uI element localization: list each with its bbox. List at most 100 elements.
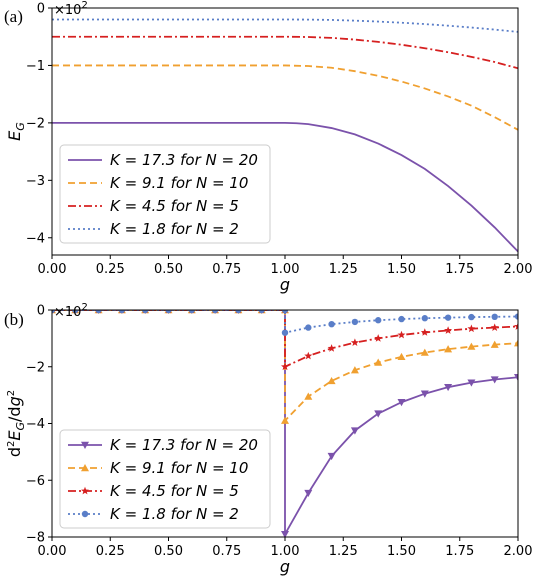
legend-entry: K = 4.5 for N = 5 [110, 197, 239, 215]
x-tick-label: 1.75 [445, 544, 474, 559]
legend-entry: K = 17.3 for N = 20 [110, 151, 258, 169]
data-point [305, 324, 312, 331]
legend: K = 17.3 for N = 20 K = 9.1 for N = 10 K =… [59, 144, 271, 244]
x-tick-label: 0.00 [38, 544, 67, 559]
data-point [235, 310, 242, 314]
legend-entry: K = 1.8 for N = 2 [110, 505, 239, 523]
data-point [397, 399, 406, 407]
data-point [490, 340, 499, 348]
data-point [142, 310, 149, 314]
data-point [304, 489, 313, 498]
x-tick-label: 1.75 [445, 262, 474, 277]
y-tick-label: −6 [26, 474, 45, 489]
series-group [52, 310, 518, 537]
data-point [491, 313, 498, 321]
y-tick-label: 0 [37, 2, 45, 17]
panel-label: (b) [4, 310, 24, 329]
data-point [398, 315, 405, 323]
y-tick-label: −4 [26, 417, 45, 432]
data-point [374, 410, 383, 418]
legend-entry: K = 9.1 for N = 10 [110, 459, 248, 477]
data-point [397, 330, 406, 339]
legend-entry: K = 17.3 for N = 20 [110, 436, 258, 454]
data-point [95, 310, 102, 314]
panel-a: 0.00 0.25 0.50 0.75 1.00 1.25 1.50 1.75 2.00 0 −1 −… [4, 0, 532, 294]
x-tick-label: 1.00 [271, 544, 300, 559]
y-tick-label: −1 [26, 59, 45, 74]
data-point [467, 342, 476, 350]
x-tick-label: 2.00 [504, 262, 533, 277]
y-axis-label: EG [5, 122, 27, 141]
data-point [490, 376, 499, 384]
data-point [444, 345, 453, 353]
axis-multiplier: ×102 [54, 0, 88, 18]
data-point [514, 313, 518, 320]
series-line-3 [52, 18, 518, 33]
data-point [328, 320, 335, 328]
panel-label: (a) [4, 7, 23, 26]
data-point [351, 318, 359, 326]
x-tick-label: 1.25 [329, 544, 358, 559]
legend-box [59, 429, 271, 529]
legend-marker [81, 510, 89, 518]
data-point [514, 339, 518, 347]
data-point [281, 416, 289, 424]
data-point [420, 390, 429, 398]
data-point [374, 334, 383, 342]
legend-marker [81, 486, 89, 495]
data-point [327, 344, 336, 352]
data-point [397, 352, 406, 361]
x-tick-label: 0.50 [154, 262, 183, 277]
data-point [514, 322, 518, 330]
y-tick-label: 0 [37, 304, 45, 319]
data-point [514, 374, 518, 382]
series-line-2 [52, 310, 518, 369]
data-point [281, 530, 289, 537]
data-point [52, 310, 56, 314]
data-point [350, 366, 359, 374]
data-point [374, 358, 383, 366]
data-point [350, 427, 359, 435]
x-axis-label: g [280, 275, 290, 294]
legend-entry: K = 9.1 for N = 10 [110, 174, 248, 192]
data-point [444, 314, 452, 321]
legend-entry: K = 1.8 for N = 2 [110, 220, 239, 238]
data-point [467, 324, 476, 333]
data-point [304, 392, 313, 400]
data-point [281, 310, 289, 314]
y-tick-label: −4 [26, 231, 45, 246]
x-tick-label: 0.00 [38, 262, 67, 277]
data-point [444, 326, 453, 334]
legend-box [59, 144, 271, 244]
legend-entry: K = 4.5 for N = 5 [110, 482, 239, 500]
x-tick-label: 1.50 [387, 262, 416, 277]
legend-marker [81, 441, 89, 449]
data-point [258, 310, 265, 314]
data-point [350, 338, 359, 347]
data-point [327, 452, 336, 461]
y-tick-label: −2 [26, 116, 45, 131]
data-point [420, 348, 429, 356]
x-tick-label: 1.50 [387, 544, 416, 559]
data-point [165, 310, 172, 314]
legend-marker [81, 464, 89, 472]
data-point [490, 323, 499, 331]
series-line-2 [52, 35, 518, 70]
data-point [304, 351, 313, 360]
legend: K = 17.3 for N = 20 K = 9.1 for N = 10 K =… [59, 429, 271, 529]
series-line-1 [52, 64, 518, 131]
x-tick-label: 1.00 [271, 262, 300, 277]
y-tick-label: −3 [26, 174, 45, 189]
data-point [281, 329, 289, 336]
data-point [420, 328, 429, 336]
y-tick-label: −8 [26, 531, 45, 546]
data-point [327, 376, 336, 385]
x-tick-label: 0.25 [96, 544, 125, 559]
x-axis-label: g [280, 557, 290, 576]
data-point [188, 310, 195, 314]
data-point [421, 315, 428, 322]
data-point [468, 313, 475, 321]
data-point [72, 310, 79, 314]
data-point [211, 310, 219, 314]
